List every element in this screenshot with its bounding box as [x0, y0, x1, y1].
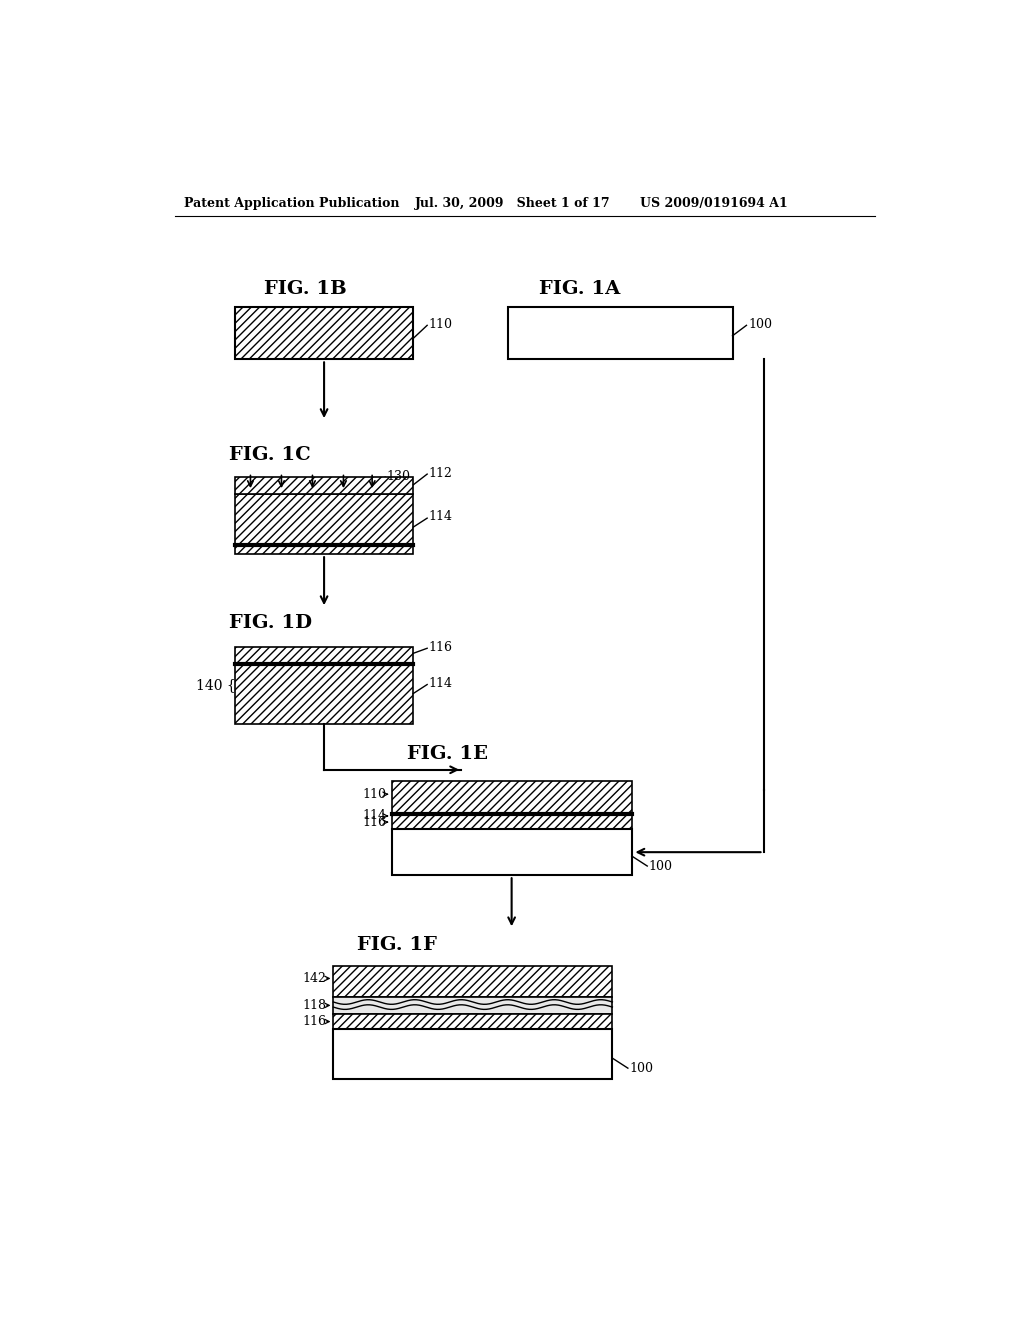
- Text: 118: 118: [302, 999, 327, 1012]
- Text: FIG. 1B: FIG. 1B: [263, 280, 346, 298]
- Text: 100: 100: [649, 861, 673, 874]
- Text: FIG. 1D: FIG. 1D: [228, 615, 312, 632]
- Text: 114: 114: [362, 809, 386, 822]
- Text: 130: 130: [387, 470, 411, 483]
- Text: 110: 110: [429, 318, 453, 331]
- Bar: [234, 478, 414, 494]
- Text: 142: 142: [302, 972, 327, 985]
- Text: 100: 100: [748, 318, 772, 331]
- Text: FIG. 1F: FIG. 1F: [356, 936, 436, 953]
- Bar: [234, 647, 414, 664]
- Text: 116: 116: [362, 816, 386, 829]
- Bar: [391, 829, 632, 875]
- Text: 114: 114: [429, 511, 453, 524]
- Bar: [334, 997, 612, 1014]
- Text: 116: 116: [429, 642, 453, 655]
- Text: Patent Application Publication: Patent Application Publication: [183, 197, 399, 210]
- Bar: [391, 813, 632, 829]
- Bar: [391, 781, 632, 813]
- Text: 140 {: 140 {: [197, 678, 236, 692]
- Text: 110: 110: [362, 788, 386, 801]
- Bar: [334, 966, 612, 997]
- Text: 100: 100: [630, 1063, 653, 1076]
- Bar: [234, 664, 414, 723]
- Bar: [334, 1014, 612, 1030]
- Bar: [234, 494, 414, 554]
- Bar: [334, 1030, 612, 1080]
- Text: FIG. 1A: FIG. 1A: [539, 280, 620, 298]
- Text: 112: 112: [429, 467, 453, 480]
- Text: 116: 116: [302, 1015, 327, 1028]
- Text: Jul. 30, 2009   Sheet 1 of 17: Jul. 30, 2009 Sheet 1 of 17: [415, 197, 610, 210]
- Text: US 2009/0191694 A1: US 2009/0191694 A1: [640, 197, 787, 210]
- Bar: [508, 308, 732, 359]
- Text: FIG. 1E: FIG. 1E: [407, 746, 488, 763]
- Text: 114: 114: [429, 677, 453, 690]
- Text: FIG. 1C: FIG. 1C: [228, 446, 310, 463]
- Bar: [234, 308, 414, 359]
